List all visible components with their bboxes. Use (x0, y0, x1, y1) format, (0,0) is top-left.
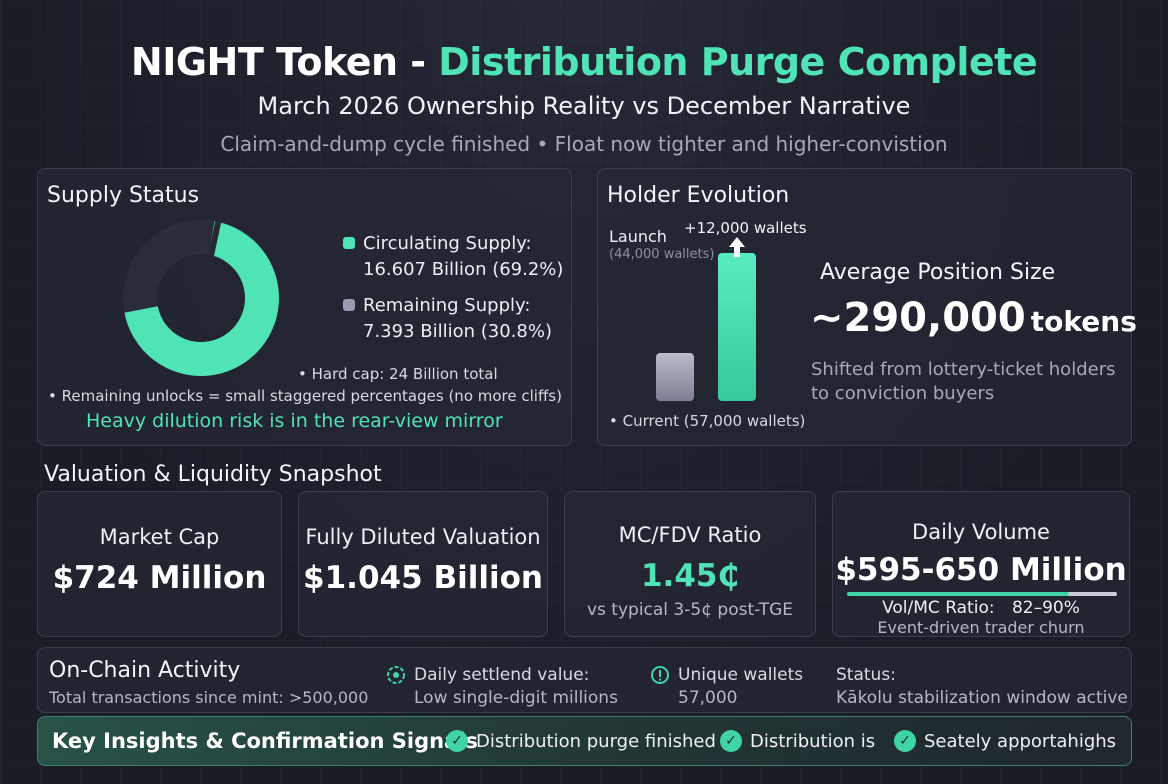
mc-fdv-ratio-note: vs typical 3-5¢ post-TGE (586, 600, 794, 620)
insight-text-2: Distribution is (750, 730, 876, 752)
wallets-delta-label: +12,000 wallets (684, 219, 807, 237)
holder-evolution-title: Holder Evolution (607, 183, 790, 208)
settled-label: Daily settlend value: (414, 665, 590, 685)
volume-note: Event-driven trader churn (877, 618, 1085, 637)
insight-text-1: Distribution purge finished (476, 730, 716, 752)
remaining-value: 7.393 Billion (30.8%) (363, 321, 552, 342)
onchain-tx-note: Total transactions since mint: >500,000 (49, 688, 369, 707)
status-label: Status: (836, 665, 896, 685)
insights-title: Key Insights & Confirmation Signals (52, 729, 478, 753)
page-title: NIGHT Token - Distribution Purge Complet… (0, 40, 1168, 84)
donut-slice-remaining (123, 220, 215, 313)
dilution-highlight: Heavy dilution risk is in the rear-view … (86, 410, 503, 432)
supply-donut-chart (123, 220, 280, 376)
settlement-icon (387, 666, 405, 684)
supply-status-panel: Supply Status Circulating Supply: 16.607… (37, 168, 572, 446)
fdv-card: Fully Diluted Valuation $1.045 Billion (298, 491, 548, 637)
launch-label: Launch (609, 227, 667, 246)
volmc-value: 82–90% (1011, 598, 1080, 618)
avg-position-unit: tokens (1030, 305, 1137, 338)
avg-position-value-row: ~290,000 tokens (810, 295, 1137, 341)
donut-gap (207, 220, 222, 257)
check-icon: ✓ (894, 730, 916, 752)
holder-bar-chart (656, 237, 756, 401)
current-wallets-bar (718, 253, 756, 401)
legend-remaining: Remaining Supply: 7.393 Billion (30.8%) (343, 293, 563, 345)
mc-fdv-ratio-value: 1.45₵ (640, 558, 740, 594)
onchain-panel: On-Chain Activity Total transactions sin… (37, 647, 1132, 713)
current-wallets-label: • Current (57,000 wallets) (609, 412, 806, 430)
up-arrow-icon (729, 237, 745, 257)
donut-slice-circulating (124, 221, 280, 376)
volmc-row: Vol/MC Ratio: 82–90% (833, 598, 1129, 618)
supply-status-title: Supply Status (47, 183, 200, 208)
title-main: NIGHT Token - (130, 40, 439, 84)
volmc-label: Vol/MC Ratio: (882, 598, 995, 618)
launch-sub: (44,000 wallets) (609, 247, 715, 262)
page-tagline: Claim-and-dump cycle finished • Float no… (220, 132, 948, 156)
fdv-label: Fully Diluted Valuation (305, 525, 541, 549)
insight-item-3: ✓ Seately apportahighꜱ (894, 730, 1116, 752)
mc-fdv-ratio-label: MC/FDV Ratio (618, 523, 762, 547)
fdv-value: $1.045 Billion (303, 560, 543, 596)
status-value: Kākolu stabilization window active (836, 688, 1128, 708)
circulating-label: Circulating Supply: (363, 233, 532, 254)
insight-item-2: ✓ Distribution is (720, 730, 875, 752)
mc-fdv-ratio-card: MC/FDV Ratio 1.45₵ vs typical 3-5¢ post-… (564, 491, 816, 637)
launch-wallets-bar (656, 353, 694, 401)
onchain-title: On-Chain Activity (49, 658, 241, 683)
market-cap-label: Market Cap (99, 525, 220, 549)
volume-underline (847, 592, 1117, 596)
daily-volume-value: $595-650 Million (835, 552, 1127, 588)
market-cap-value: $724 Million (52, 560, 267, 596)
circulating-value: 16.607 Billion (69.2%) (363, 259, 564, 280)
insight-item-1: ✓ Distribution purge finished (446, 730, 716, 752)
daily-volume-label: Daily Volume (912, 520, 1050, 544)
legend-circulating: Circulating Supply: 16.607 Billion (69.2… (343, 231, 563, 283)
hard-cap-note: • Hard cap: 24 Billion total (298, 365, 498, 383)
info-icon (651, 666, 669, 684)
remaining-swatch (343, 299, 355, 311)
avg-position-note-2: to conviction buyers (811, 383, 995, 404)
page-subtitle: March 2026 Ownership Reality vs December… (257, 92, 911, 120)
check-icon: ✓ (720, 730, 742, 752)
unique-wallets-label: Unique wallets (678, 665, 804, 685)
remaining-label: Remaining Supply: (363, 295, 531, 316)
circulating-swatch (343, 237, 355, 249)
avg-position-value: ~290,000 (810, 295, 1026, 341)
market-cap-card: Market Cap $724 Million (37, 491, 282, 637)
insight-text-3: Seately apportahighꜱ (924, 730, 1117, 752)
avg-position-note-1: Shifted from lottery-ticket holders (811, 359, 1116, 380)
unlocks-note: • Remaining unlocks = small staggered pe… (48, 387, 562, 405)
insights-bar: Key Insights & Confirmation Signals ✓ Di… (37, 716, 1132, 766)
daily-volume-card: Daily Volume $595-650 Million Vol/MC Rat… (832, 491, 1130, 637)
settled-value: Low single-digit millions (414, 688, 618, 708)
check-icon: ✓ (446, 730, 468, 752)
holder-evolution-panel: Holder Evolution Launch (44,000 wallets)… (597, 168, 1137, 446)
valuation-section-title: Valuation & Liquidity Snapshot (44, 462, 382, 487)
unique-wallets-value: 57,000 (678, 688, 738, 708)
title-accent: Distribution Purge Complete (438, 40, 1038, 84)
avg-position-title: Average Position Size (820, 260, 1056, 285)
